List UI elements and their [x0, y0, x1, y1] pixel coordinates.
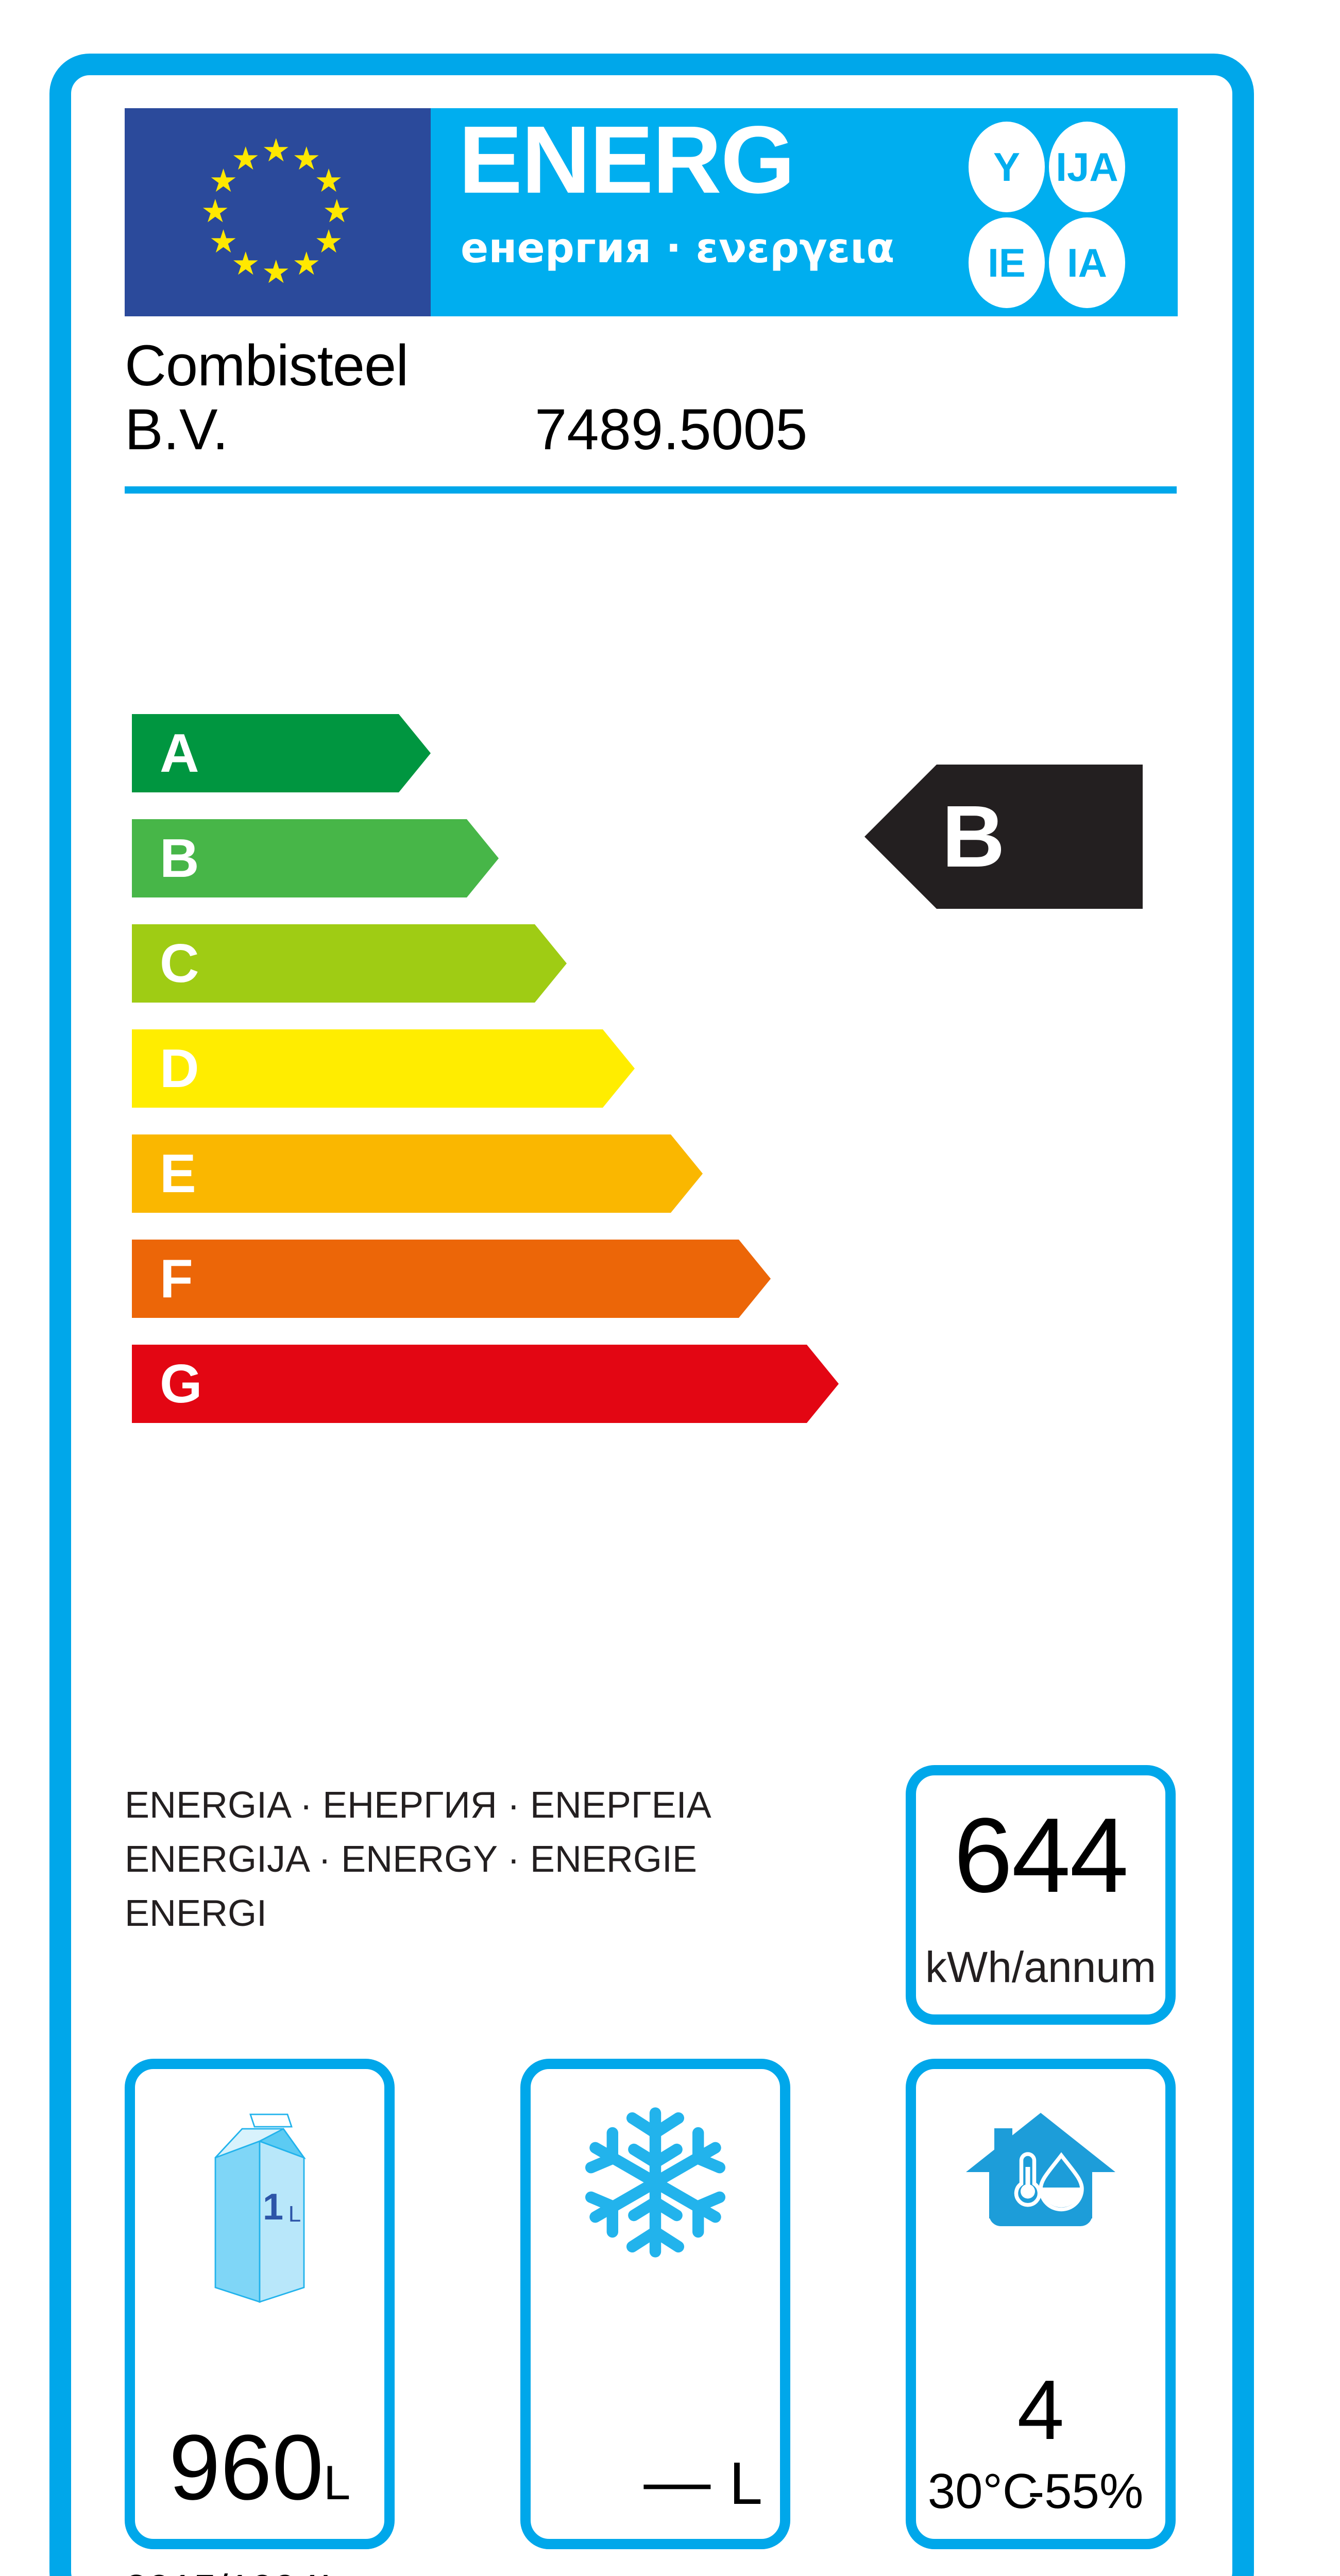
climate-humidity: -55%: [1028, 2464, 1144, 2519]
annual-consumption-unit: kWh/annum: [925, 1943, 1157, 1991]
freezer-volume-unit: L: [729, 2450, 762, 2517]
energy-class-bar-shape: B: [132, 819, 499, 897]
header-divider: [125, 486, 1177, 494]
supplier-name-line1: Combisteel: [125, 333, 409, 398]
energy-label-frame: ENERG енергия · ενεργεια Y IJA IE IA Com…: [49, 54, 1254, 2576]
energy-class-bar-b: B: [132, 819, 499, 897]
energy-class-letter-a: A: [160, 723, 199, 784]
milk-carton-icon: 1 L: [135, 2100, 384, 2316]
energy-class-bar-shape: D: [132, 1029, 635, 1108]
energy-class-bar-a: A: [132, 714, 431, 792]
energy-class-bar-e: E: [132, 1134, 703, 1213]
energy-label-header: ENERG енергия · ενεργεια Y IJA IE IA: [125, 108, 1178, 316]
climate-class-value: 4: [1017, 2363, 1064, 2457]
energy-words-line1: ENERGIA · ЕНЕРГИЯ · ΕΝΕΡΓΕΙΑ: [125, 1785, 711, 1826]
language-bubble-ia: IA: [1049, 217, 1125, 308]
regulation-reference: 2015/1094-I: [125, 2569, 345, 2576]
energy-class-bar-shape: E: [132, 1134, 703, 1213]
snowflake-icon: [531, 2100, 780, 2265]
energy-words-block: ENERGIA · ЕНЕРГИЯ · ΕΝΕΡΓΕΙΑ ENERGIJA · …: [125, 1778, 805, 1941]
energy-words-line3: ENERGI: [125, 1893, 267, 1935]
energy-class-bar-f: F: [132, 1240, 771, 1318]
annual-consumption-box: 644 kWh/annum: [906, 1765, 1176, 2025]
energy-class-letter-f: F: [160, 1248, 193, 1309]
energy-class-letter-e: E: [160, 1143, 196, 1204]
house-climate-icon: [916, 2100, 1165, 2255]
energ-wordmark-subtitle: енергия · ενεργεια: [461, 224, 895, 272]
energy-class-bar-shape: G: [132, 1345, 839, 1423]
freezer-volume-box: — L: [520, 2059, 790, 2549]
eu-flag-icon: [125, 108, 431, 316]
regulation-number: 2015/1094: [125, 2566, 319, 2576]
energy-class-rating-letter: B: [942, 788, 1005, 886]
fridge-volume-value: 960L: [135, 2421, 384, 2514]
energy-class-letter-g: G: [160, 1353, 202, 1414]
model-identifier: 7489.5005: [535, 397, 808, 462]
climate-temperature: 30°C: [927, 2464, 1039, 2519]
energy-class-bar-shape: F: [132, 1240, 771, 1318]
svg-text:1: 1: [263, 2187, 283, 2228]
freezer-volume-number: —: [643, 2443, 711, 2518]
energy-class-letter-c: C: [160, 933, 199, 994]
regulation-suffix: -I: [306, 2566, 331, 2576]
energ-wordmark-banner: ENERG енергия · ενεργεια Y IJA IE IA: [431, 108, 1178, 316]
fridge-volume-number: 960: [168, 2416, 324, 2519]
svg-text:L: L: [289, 2201, 301, 2227]
language-bubble-ie: IE: [969, 217, 1045, 308]
fridge-volume-unit: L: [324, 2455, 351, 2510]
energy-class-bar-shape: C: [132, 924, 567, 1003]
language-bubble-ija: IJA: [1049, 122, 1125, 212]
energy-class-letter-b: B: [160, 828, 199, 889]
energ-wordmark: ENERG: [459, 108, 795, 213]
supplier-name-line2: B.V.: [125, 397, 229, 462]
energy-class-bar-d: D: [132, 1029, 635, 1108]
energy-class-bar-c: C: [132, 924, 567, 1003]
climate-conditions: 30°C-55%: [916, 2467, 1165, 2516]
language-bubble-y: Y: [969, 122, 1045, 212]
energy-class-bar-shape: A: [132, 714, 431, 792]
climate-class-box: 4 30°C-55%: [906, 2059, 1176, 2549]
fridge-volume-box: 1 L 960L: [125, 2059, 395, 2549]
freezer-volume-value: — L: [531, 2447, 780, 2514]
energy-class-bar-g: G: [132, 1345, 839, 1423]
annual-consumption-value: 644: [954, 1796, 1129, 1914]
energy-words-line2: ENERGIJA · ENERGY · ENERGIE: [125, 1839, 697, 1880]
energy-class-rating-arrow: B: [864, 765, 1143, 909]
energy-class-letter-d: D: [160, 1038, 199, 1099]
